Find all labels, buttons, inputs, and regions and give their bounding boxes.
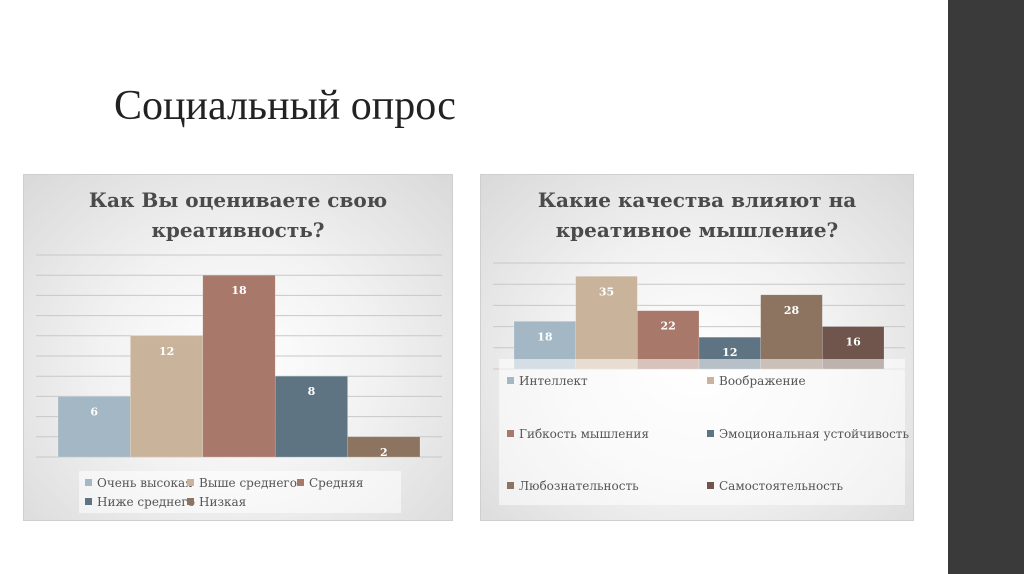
data-label: 28 bbox=[784, 304, 800, 317]
bar-chart-creativity: 6 12 18 8 2 bbox=[36, 254, 442, 459]
bar bbox=[760, 294, 823, 370]
data-label: 35 bbox=[599, 285, 614, 298]
legend-label: Очень высокая bbox=[97, 476, 193, 490]
data-label: 2 bbox=[380, 446, 388, 459]
chart-title-line-1: Как Вы оцениваете свою bbox=[88, 188, 388, 212]
data-label: 12 bbox=[722, 346, 737, 359]
legend-item: Эмоциональная устойчивость bbox=[707, 427, 909, 441]
data-label: 22 bbox=[661, 320, 676, 333]
legend-swatch bbox=[507, 482, 514, 489]
legend-swatch bbox=[707, 430, 714, 437]
chart-title-line-2: креативность? bbox=[151, 218, 325, 242]
data-label: 16 bbox=[846, 336, 862, 349]
legend-label: Средняя bbox=[309, 476, 364, 490]
legend-swatch bbox=[187, 479, 194, 486]
legend-label: Эмоциональная устойчивость bbox=[719, 427, 909, 441]
side-bar bbox=[948, 0, 1024, 574]
legend-item: Средняя bbox=[297, 476, 364, 490]
chart-title: Как Вы оцениваете свою креативность? bbox=[24, 185, 452, 245]
chart-title-line-1: Какие качества влияют на bbox=[537, 188, 857, 212]
legend-item: Выше среднего bbox=[187, 476, 297, 490]
legend-item: Интеллект bbox=[507, 374, 588, 388]
bar bbox=[347, 436, 421, 458]
bar bbox=[57, 396, 131, 458]
legend-swatch bbox=[297, 479, 304, 486]
chart-legend: Интеллект Воображение Гибкость мышления … bbox=[499, 359, 909, 505]
chart-panel-creativity: Как Вы оцениваете свою креативность? 6 12… bbox=[23, 174, 453, 521]
legend-item: Очень высокая bbox=[85, 476, 193, 490]
chart-panel-qualities: Какие качества влияют на креативное мышл… bbox=[480, 174, 914, 521]
legend-swatch bbox=[85, 479, 92, 486]
legend-swatch bbox=[85, 498, 92, 505]
legend-label: Ниже среднего bbox=[97, 495, 195, 509]
legend-label: Гибкость мышления bbox=[519, 427, 649, 441]
bar bbox=[575, 276, 638, 370]
legend-label: Воображение bbox=[719, 374, 806, 388]
legend-label: Выше среднего bbox=[199, 476, 297, 490]
legend-label: Любознательность bbox=[519, 479, 639, 493]
data-label: 8 bbox=[308, 385, 316, 398]
chart-title: Какие качества влияют на креативное мышл… bbox=[481, 185, 913, 245]
legend-swatch bbox=[707, 482, 714, 489]
chart-legend: Очень высокая Выше среднего Средняя Ниже… bbox=[79, 471, 401, 513]
chart-title-line-2: креативное мышление? bbox=[555, 218, 839, 242]
data-label: 18 bbox=[537, 330, 553, 343]
legend-swatch bbox=[507, 377, 514, 384]
legend-item: Низкая bbox=[187, 495, 246, 509]
bar bbox=[274, 375, 348, 458]
legend-swatch bbox=[707, 377, 714, 384]
legend-label: Интеллект bbox=[519, 374, 588, 388]
legend-item: Воображение bbox=[707, 374, 806, 388]
data-label: 6 bbox=[90, 405, 98, 418]
data-label: 18 bbox=[231, 284, 247, 297]
legend-item: Ниже среднего bbox=[85, 495, 195, 509]
legend-label: Низкая bbox=[199, 495, 247, 509]
legend-swatch bbox=[507, 430, 514, 437]
bar bbox=[202, 274, 276, 458]
legend-item: Самостоятельность bbox=[707, 479, 843, 493]
legend-item: Гибкость мышления bbox=[507, 427, 649, 441]
bar bbox=[130, 335, 204, 458]
legend-item: Любознательность bbox=[507, 479, 639, 493]
legend-label: Самостоятельность bbox=[719, 479, 844, 493]
legend-swatch bbox=[187, 498, 194, 505]
data-label: 12 bbox=[159, 345, 174, 358]
page-title: Социальный опрос bbox=[114, 83, 456, 129]
